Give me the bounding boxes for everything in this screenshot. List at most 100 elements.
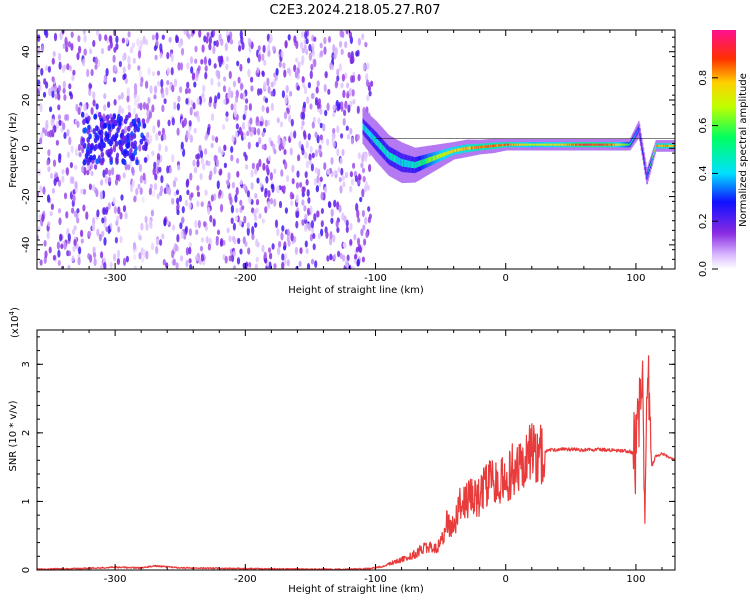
spectrogram-noise-blob bbox=[157, 130, 162, 136]
spectrogram-noise-blob bbox=[44, 128, 48, 137]
spectrogram-noise-blob bbox=[313, 59, 317, 68]
spectrogram-track-core bbox=[508, 143, 510, 146]
spectrogram-track-core bbox=[594, 143, 596, 146]
spectrogram-track-core bbox=[414, 161, 416, 169]
spectrogram-noise-blob bbox=[124, 212, 128, 220]
spectrogram-noise-blob bbox=[230, 217, 234, 224]
spectrogram-track-core bbox=[371, 133, 374, 141]
spectrogram-track-core bbox=[599, 143, 601, 146]
spectrogram-noise-blob bbox=[286, 259, 290, 267]
spectrogram-noise-blob bbox=[364, 153, 368, 163]
spectrogram-noise-blob bbox=[103, 261, 107, 269]
spectrogram-signal-blob bbox=[114, 132, 119, 139]
spectrogram-track-core bbox=[553, 143, 556, 146]
spectrogram-track-core bbox=[535, 143, 538, 146]
spectrogram-noise-blob bbox=[168, 36, 172, 43]
spectrogram-noise-blob bbox=[261, 144, 265, 150]
spectrogram-track-core bbox=[443, 152, 445, 157]
spectrogram-track-core bbox=[525, 143, 527, 146]
spectrogram-noise-blob bbox=[303, 85, 308, 95]
spectrogram-track-core bbox=[644, 164, 646, 168]
spectrogram-noise-blob bbox=[246, 227, 250, 236]
spectrogram-noise-blob bbox=[64, 114, 68, 121]
spectrogram-noise-blob bbox=[78, 45, 82, 54]
spectrogram-track-core bbox=[434, 155, 436, 161]
spectrogram-noise-blob bbox=[239, 179, 243, 185]
spectrogram-noise-blob bbox=[88, 88, 92, 96]
spectrogram-track-core bbox=[652, 155, 654, 158]
spectrogram-noise-blob bbox=[77, 106, 81, 116]
spectrogram-track-core bbox=[519, 143, 521, 146]
spectrogram-noise-blob bbox=[310, 258, 315, 265]
spectrogram-noise-blob bbox=[350, 178, 355, 186]
spectrogram-noise-blob bbox=[185, 247, 189, 256]
spectrogram-noise-blob bbox=[323, 46, 327, 55]
spectrogram-noise-blob bbox=[175, 262, 179, 269]
spectrogram-noise-blob bbox=[114, 178, 119, 186]
spectrogram-noise-blob bbox=[349, 127, 353, 135]
spectrogram-noise-blob bbox=[193, 81, 197, 88]
spectrogram-track-core bbox=[663, 144, 665, 147]
spectrogram-noise-blob bbox=[195, 229, 199, 235]
spectrogram-track-core bbox=[398, 157, 400, 165]
spectrogram-noise-blob bbox=[172, 224, 176, 231]
spectrogram-noise-blob bbox=[171, 249, 175, 259]
spectrogram-track-core bbox=[407, 160, 409, 168]
spectrogram-noise-blob bbox=[71, 255, 75, 262]
spectrogram-noise-blob bbox=[296, 85, 300, 91]
spectrogram-noise-blob bbox=[185, 179, 189, 188]
spectrogram-noise-blob bbox=[248, 103, 252, 111]
spectrogram-noise-blob bbox=[138, 252, 142, 260]
spectrogram-noise-blob bbox=[63, 131, 67, 140]
spectrogram-noise-blob bbox=[231, 135, 235, 143]
spectrogram-track-core bbox=[632, 139, 634, 142]
spectrogram-noise-blob bbox=[71, 176, 75, 184]
spectrogram-track-core bbox=[602, 143, 604, 146]
spectrogram-noise-blob bbox=[146, 109, 150, 118]
spectrogram-noise-blob bbox=[44, 250, 48, 259]
spectrogram-track-core bbox=[536, 143, 538, 146]
spectrogram-noise-blob bbox=[225, 63, 229, 71]
spectrogram-noise-blob bbox=[42, 91, 47, 98]
spectrogram-noise-blob bbox=[257, 45, 261, 51]
spectrogram-noise-blob bbox=[45, 30, 49, 39]
spectrogram-noise-blob bbox=[163, 218, 167, 227]
spectrogram-track-core bbox=[564, 143, 566, 146]
spectrogram-track-core bbox=[586, 143, 588, 146]
spectrogram-noise-blob bbox=[161, 233, 165, 240]
spectrogram-noise-blob bbox=[202, 84, 206, 93]
spectrogram-noise-blob bbox=[273, 198, 277, 207]
spectrogram-noise-blob bbox=[117, 94, 122, 101]
spectrogram-track-core bbox=[459, 148, 461, 152]
spectrogram-noise-blob bbox=[361, 167, 366, 174]
spectrogram-noise-blob bbox=[60, 243, 64, 250]
spectrogram-signal-blob bbox=[82, 119, 86, 125]
spectrogram-track-core bbox=[552, 143, 554, 146]
spectrogram-noise-blob bbox=[188, 258, 192, 264]
spectrogram-noise-blob bbox=[256, 67, 260, 74]
spectrogram-track-core bbox=[642, 149, 644, 154]
spectrogram-noise-blob bbox=[153, 182, 158, 191]
spectrogram-noise-blob bbox=[140, 76, 144, 84]
spectrogram-track-core bbox=[624, 143, 626, 146]
spectrogram-track-core bbox=[581, 143, 583, 146]
spectrogram-signal-blob bbox=[142, 144, 146, 151]
spectrogram-track-core bbox=[419, 160, 421, 167]
spectrogram-track-core bbox=[412, 161, 414, 168]
spectrogram-noise-blob bbox=[47, 149, 51, 157]
spectrogram-track-core bbox=[575, 143, 577, 146]
spectrogram-noise-blob bbox=[93, 252, 97, 259]
snr-xtick-label: 100 bbox=[626, 574, 645, 585]
spectrogram-noise-blob bbox=[82, 204, 86, 212]
spectrogram-track-core bbox=[539, 143, 541, 146]
spectrogram-noise-blob bbox=[164, 145, 168, 153]
spectrogram-noise-blob bbox=[301, 199, 305, 206]
snr-xtick-label: -200 bbox=[234, 574, 257, 585]
spectrogram-track-core bbox=[458, 148, 460, 152]
spectrogram-noise-blob bbox=[347, 104, 351, 113]
spectrogram-noise-blob bbox=[254, 168, 258, 175]
spectrogram-noise-blob bbox=[310, 163, 314, 172]
spectrogram-noise-blob bbox=[62, 88, 66, 94]
spectrogram-noise-blob bbox=[357, 173, 361, 182]
spectrogram-noise-blob bbox=[227, 34, 231, 44]
